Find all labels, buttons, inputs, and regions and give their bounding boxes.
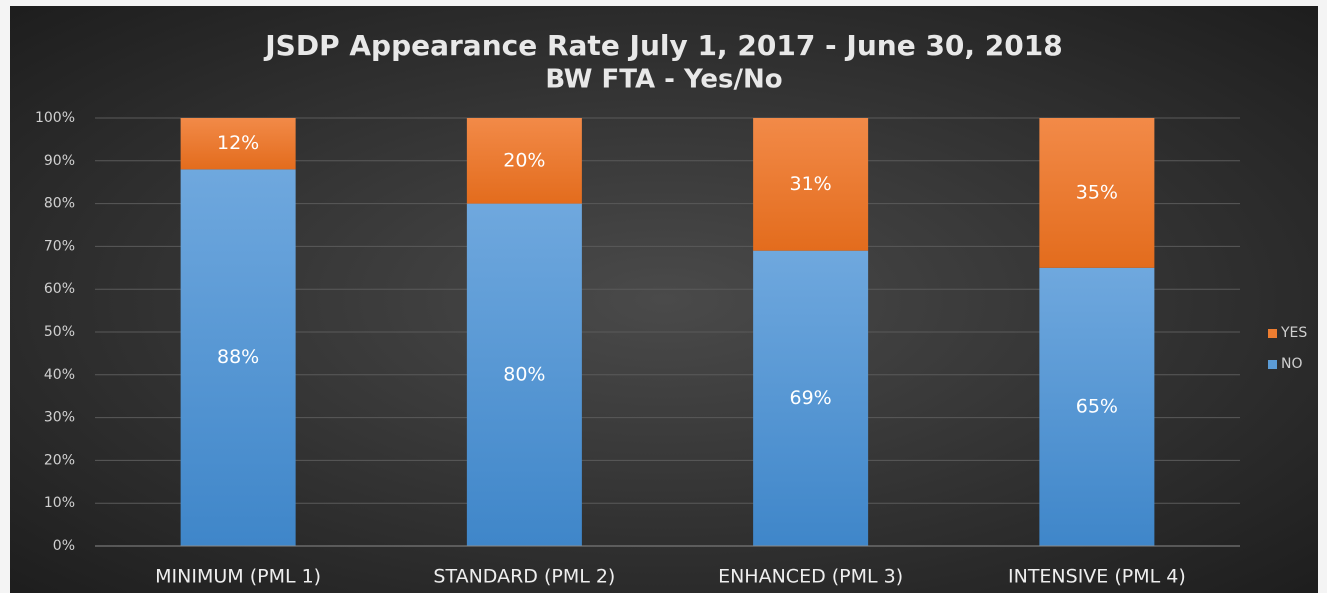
data-label: 35%	[1076, 181, 1118, 203]
data-label: 69%	[790, 387, 832, 409]
x-tick-label: MINIMUM (PML 1)	[155, 566, 321, 588]
y-tick-label: 100%	[35, 110, 75, 126]
x-tick-label: STANDARD (PML 2)	[433, 566, 615, 588]
data-label: 88%	[217, 346, 259, 368]
y-tick-label: 70%	[44, 238, 75, 254]
x-tick-label: ENHANCED (PML 3)	[718, 566, 903, 588]
bar-segment	[180, 118, 296, 170]
bar-segment	[753, 250, 869, 546]
y-tick-label: 40%	[44, 367, 75, 383]
legend-swatch	[1268, 360, 1277, 369]
data-label: 80%	[503, 363, 545, 385]
y-tick-label: 90%	[44, 153, 75, 169]
x-tick-label: INTENSIVE (PML 4)	[1008, 566, 1186, 588]
bar-segment	[753, 118, 869, 251]
bar-segment	[180, 169, 296, 547]
bar-segment	[466, 203, 582, 546]
legend-label: NO	[1281, 356, 1303, 372]
y-tick-label: 10%	[44, 495, 75, 511]
y-tick-label: 0%	[53, 538, 75, 554]
y-tick-label: 30%	[44, 410, 75, 426]
y-tick-label: 60%	[44, 281, 75, 297]
chart-subtitle: BW FTA - Yes/No	[545, 65, 782, 95]
bar-segment	[466, 118, 582, 204]
y-tick-label: 20%	[44, 452, 75, 468]
data-label: 31%	[790, 173, 832, 195]
legend-swatch	[1268, 329, 1277, 338]
y-tick-label: 80%	[44, 196, 75, 212]
data-label: 65%	[1076, 395, 1118, 417]
legend-label: YES	[1280, 325, 1307, 341]
chart-title: JSDP Appearance Rate July 1, 2017 - June…	[263, 29, 1062, 62]
data-label: 12%	[217, 132, 259, 154]
data-label: 20%	[503, 149, 545, 171]
bar-segment	[1039, 118, 1155, 268]
bar-segment	[1039, 267, 1155, 546]
y-tick-label: 50%	[44, 324, 75, 340]
